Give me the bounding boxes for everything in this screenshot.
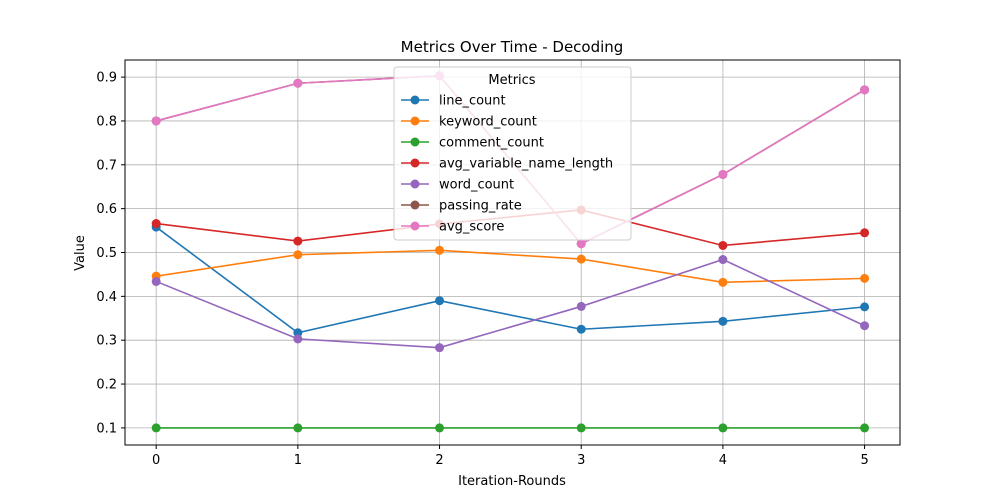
data-point xyxy=(860,302,870,312)
legend-label: line_count xyxy=(439,94,506,109)
data-point xyxy=(860,321,870,331)
series-line xyxy=(156,249,865,284)
legend-swatch-marker xyxy=(410,95,420,105)
legend-entry: passing_rate xyxy=(401,199,522,214)
data-point xyxy=(860,85,870,95)
legend-swatch-marker xyxy=(410,221,420,231)
legend-title: Metrics xyxy=(488,73,535,88)
series-keyword-count xyxy=(151,245,870,287)
data-point xyxy=(576,254,586,264)
legend-swatch-marker xyxy=(410,158,420,168)
series-comment-count xyxy=(151,423,870,433)
legend-box xyxy=(393,66,632,241)
legend-label: keyword_count xyxy=(439,115,537,130)
data-point xyxy=(860,273,870,283)
data-point xyxy=(860,423,870,433)
data-point xyxy=(293,236,303,246)
series-line xyxy=(155,258,865,349)
data-point xyxy=(293,250,303,260)
legend-label: word_count xyxy=(439,178,514,193)
legend-label: passing_rate xyxy=(439,199,522,214)
x-tick-label: 1 xyxy=(294,453,302,468)
y-tick-label: 0.5 xyxy=(96,246,117,261)
y-tick-label: 0.6 xyxy=(96,202,117,217)
data-point xyxy=(576,301,586,311)
legend-swatch-marker xyxy=(410,137,420,147)
data-point xyxy=(718,316,728,326)
x-axis-ticks: 0 1 2 3 4 5 xyxy=(152,445,869,468)
legend-entry: word_count xyxy=(401,178,514,193)
legend-entry: keyword_count xyxy=(401,115,537,130)
y-axis-ticks: 0.1 0.2 0.3 0.4 0.5 0.6 0.7 0.8 0.9 xyxy=(96,71,125,436)
legend-entry: avg_score xyxy=(401,220,504,235)
series-line xyxy=(155,226,865,334)
chart-title: Metrics Over Time - Decoding xyxy=(401,38,624,56)
data-point xyxy=(435,343,445,353)
y-axis-label: Value xyxy=(73,235,88,271)
legend-label: comment_count xyxy=(439,136,544,151)
data-point xyxy=(718,169,728,179)
data-point xyxy=(576,423,586,433)
data-point xyxy=(718,240,728,250)
y-tick-label: 0.9 xyxy=(96,71,117,86)
data-point xyxy=(435,245,445,255)
data-point xyxy=(576,239,586,249)
legend-swatch-marker xyxy=(410,179,420,189)
data-point xyxy=(151,116,161,126)
data-point xyxy=(293,423,303,433)
legend-entry: line_count xyxy=(401,94,506,109)
data-point xyxy=(576,324,586,334)
data-point xyxy=(718,423,728,433)
x-tick-label: 0 xyxy=(152,453,160,468)
data-point xyxy=(151,423,161,433)
legend-swatch-marker xyxy=(410,116,420,126)
y-tick-label: 0.8 xyxy=(96,114,117,129)
data-point xyxy=(718,277,728,287)
legend-label: avg_variable_name_length xyxy=(439,157,613,172)
data-point xyxy=(293,334,303,344)
data-point xyxy=(151,276,161,286)
legend-entry: comment_count xyxy=(401,136,544,151)
data-point xyxy=(435,423,445,433)
x-tick-label: 4 xyxy=(719,453,727,468)
legend-label: avg_score xyxy=(439,220,504,235)
legend: Metrics line_count keyword_count comment_c… xyxy=(393,66,632,241)
x-tick-label: 5 xyxy=(860,453,868,468)
data-point xyxy=(293,78,303,88)
y-tick-label: 0.3 xyxy=(96,334,117,349)
y-tick-label: 0.7 xyxy=(96,158,117,173)
legend-entry: avg_variable_name_length xyxy=(401,157,613,172)
x-axis-label: Iteration-Rounds xyxy=(458,474,566,489)
data-point xyxy=(718,255,728,265)
x-tick-label: 3 xyxy=(577,453,585,468)
x-tick-label: 2 xyxy=(435,453,443,468)
data-point xyxy=(860,228,870,238)
legend-swatch-marker xyxy=(410,200,420,210)
y-tick-label: 0.2 xyxy=(96,378,117,393)
series-word-count xyxy=(151,255,870,353)
data-point xyxy=(151,219,161,229)
y-tick-label: 0.4 xyxy=(96,290,117,305)
y-tick-label: 0.1 xyxy=(96,421,117,436)
data-point xyxy=(435,296,445,306)
